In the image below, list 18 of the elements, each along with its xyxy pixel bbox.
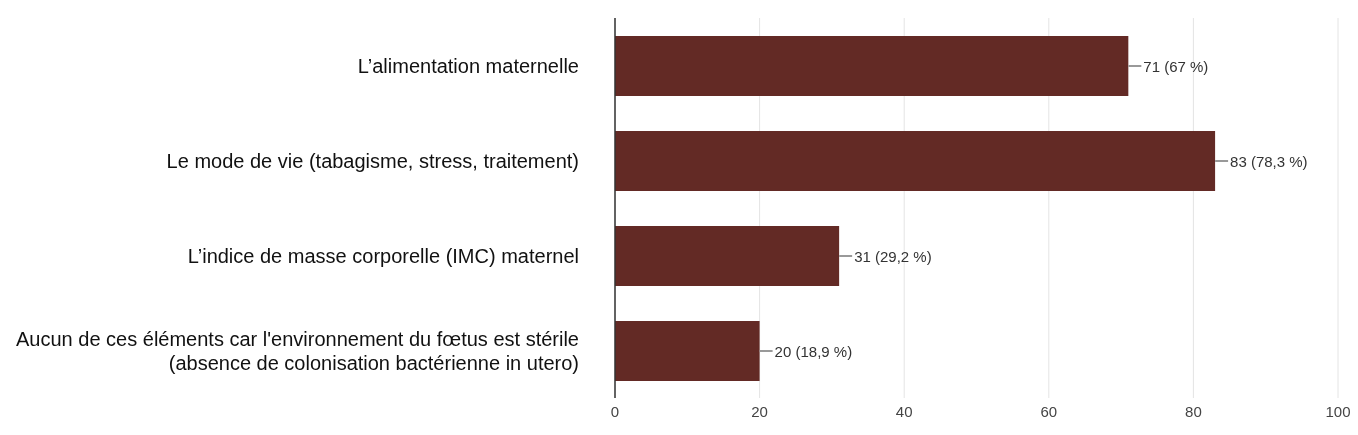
x-tick-label: 80 xyxy=(1185,402,1202,420)
bar xyxy=(615,321,760,381)
y-tick-label: L’alimentation maternelle xyxy=(357,54,579,77)
y-tick-label: Le mode de vie (tabagisme, stress, traitement) xyxy=(166,149,579,172)
bar xyxy=(615,131,1216,191)
data-label: 20 (18,9 %) xyxy=(774,342,853,360)
bar xyxy=(615,226,840,286)
x-tick-label: 60 xyxy=(1040,402,1058,420)
data-label: 83 (78,3 %) xyxy=(1230,152,1308,170)
x-tick-label: 40 xyxy=(895,402,913,420)
y-tick-label: Aucun de ces éléments car l'environnement du fœtus est stérile (absence de colonisation bactérienne in utero) xyxy=(16,327,579,374)
data-label: 31 (29,2 %) xyxy=(854,247,932,265)
bar xyxy=(615,36,1129,96)
x-tick-label: 100 xyxy=(1325,402,1351,420)
data-label: 71 (67 %) xyxy=(1143,57,1209,75)
y-tick-label: L’indice de masse corporelle (IMC) maternel xyxy=(187,244,579,267)
x-tick-label: 0 xyxy=(610,402,620,420)
x-tick-label: 20 xyxy=(751,402,768,420)
